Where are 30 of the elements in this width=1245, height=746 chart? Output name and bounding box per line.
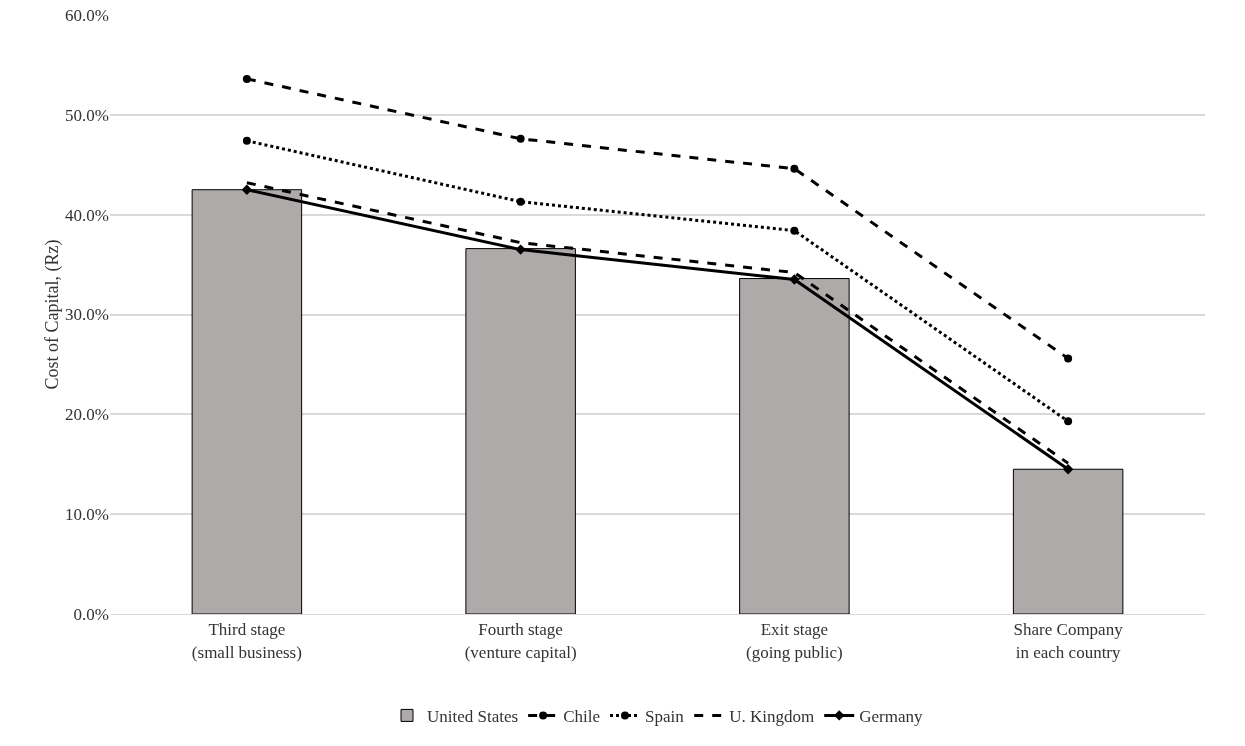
point [790, 226, 799, 235]
x-tick-label: Third stage (small business) [191, 620, 302, 662]
x-tick-label: Fourth stage (venture capital) [464, 620, 577, 662]
point [516, 134, 525, 143]
point [242, 136, 251, 145]
legend-label: U. Kingdom [729, 707, 815, 727]
point [1064, 354, 1073, 363]
x-tick-label: Share Company in each country [1013, 620, 1124, 662]
bar [1012, 468, 1124, 614]
y-tick-label: 40.0% [65, 205, 109, 225]
y-tick-label: 60.0% [65, 5, 109, 25]
y-tick-label: 0.0% [73, 604, 109, 624]
y-axis-title: Cost of Capital, (Rz) [42, 239, 64, 390]
y-tick-label: 30.0% [65, 305, 109, 325]
point [515, 244, 526, 255]
y-tick-label: 10.0% [65, 505, 109, 525]
point [790, 164, 799, 173]
x-tick-label: Exit stage (going public) [745, 620, 843, 662]
legend-label: Chile [563, 707, 600, 727]
point [1064, 417, 1073, 426]
y-tick-label: 20.0% [65, 405, 109, 425]
point [516, 197, 525, 206]
point [241, 184, 253, 195]
point [1062, 464, 1074, 475]
legend-label: United States [427, 707, 519, 727]
point [789, 274, 800, 285]
y-tick-label: 50.0% [65, 105, 109, 125]
legend-label: Spain [644, 707, 685, 727]
legend-label: Germany [859, 707, 923, 727]
point [242, 74, 251, 83]
